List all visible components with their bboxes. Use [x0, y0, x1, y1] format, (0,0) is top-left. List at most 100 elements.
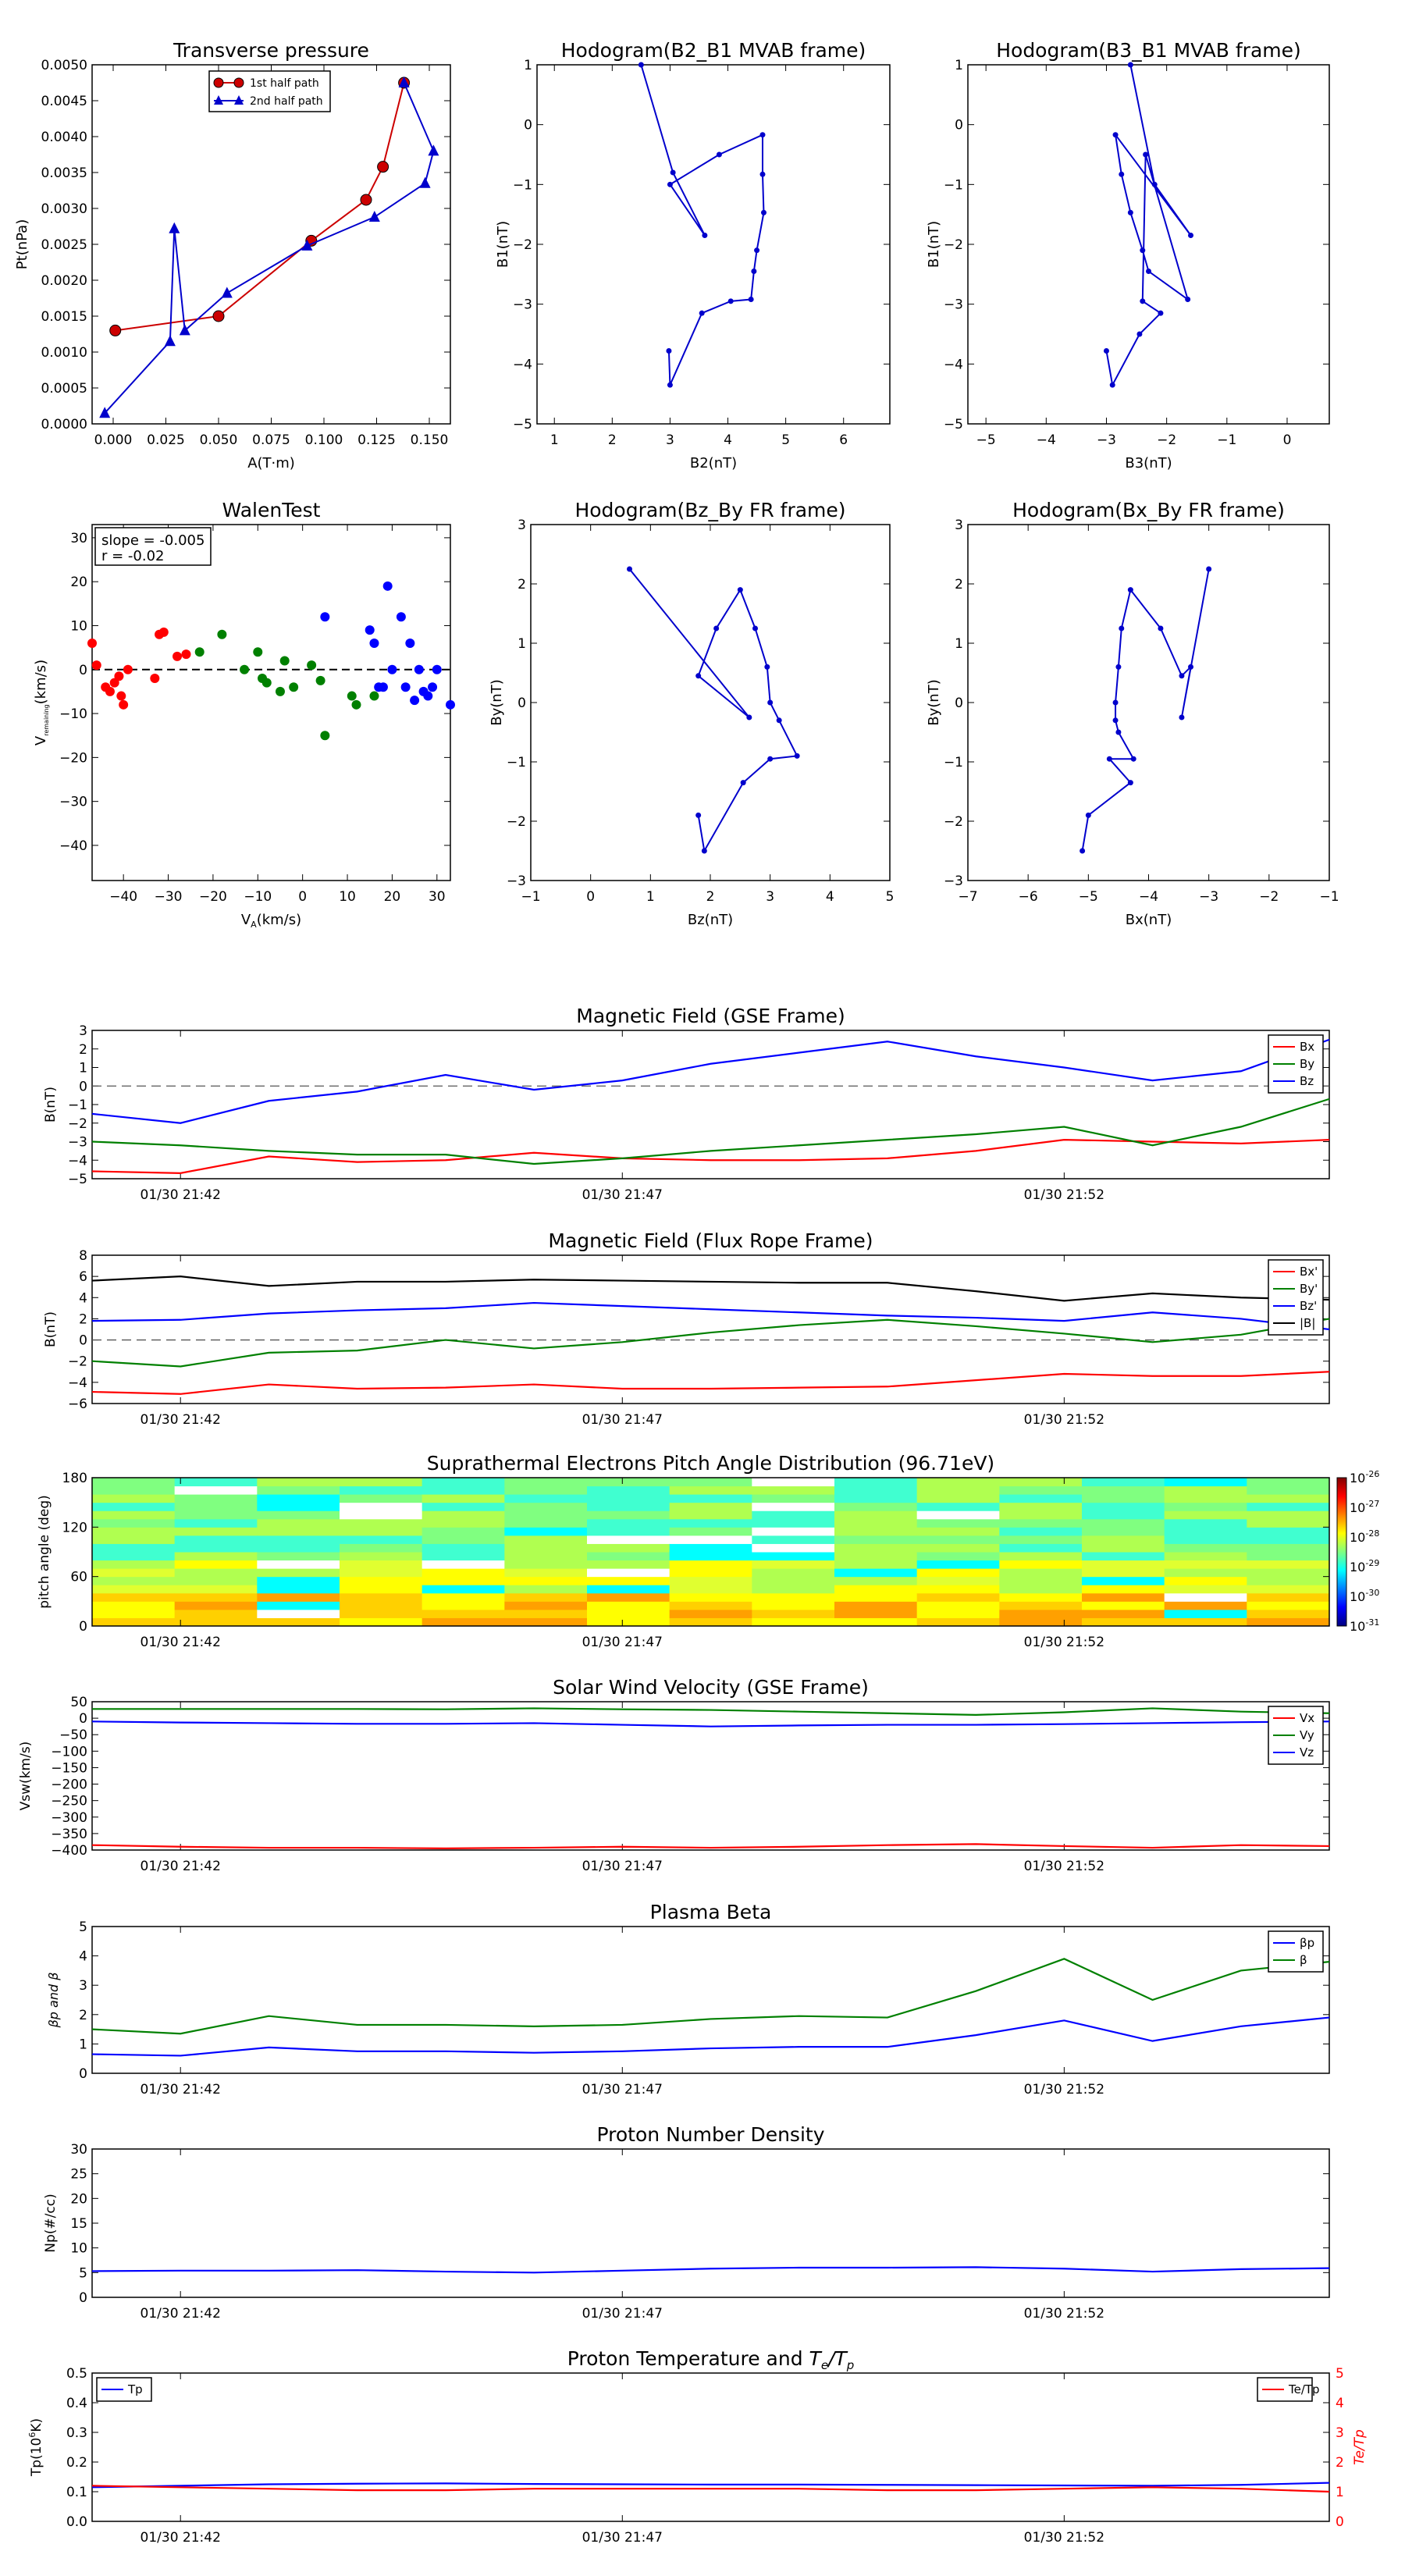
heatmap-cell [999, 1543, 1083, 1553]
x-tick-label: −40 [109, 889, 137, 905]
hodo_bzby-xlabel: Bz(nT) [688, 912, 733, 928]
data-marker-dot [1188, 233, 1194, 238]
heatmap-cell [422, 1617, 505, 1627]
b_fr-title: Magnetic Field (Flux Rope Frame) [548, 1229, 873, 1252]
x-tick-label: 01/30 21:42 [140, 2306, 221, 2322]
hodo_b3b1-title: Hodogram(B3_B1 MVAB frame) [996, 39, 1301, 62]
heatmap-cell [669, 1576, 752, 1585]
y-tick-label: −6 [68, 1397, 87, 1412]
heatmap-cell [587, 1560, 670, 1569]
data-marker-dot [1130, 756, 1136, 762]
data-marker-dot [702, 233, 708, 238]
heatmap-cell [834, 1609, 918, 1618]
x-tick-label: 1 [550, 432, 559, 448]
heatmap-cell [752, 1601, 835, 1610]
heatmap-cell [257, 1576, 340, 1585]
heatmap-cell [92, 1617, 176, 1627]
heatmap-cell [504, 1560, 588, 1569]
heatmap-cell [1164, 1560, 1247, 1569]
data-marker-dot [752, 625, 758, 632]
heatmap-cell [999, 1592, 1083, 1602]
heatmap-cell [834, 1527, 918, 1536]
y-tick-label: −1 [513, 177, 532, 193]
heatmap-cell [92, 1585, 176, 1594]
y-tick-label: −4 [513, 357, 532, 372]
heatmap-cell [669, 1592, 752, 1602]
y-tick-label: −5 [513, 417, 532, 432]
heatmap-cell [587, 1543, 670, 1553]
heatmap-cell [752, 1543, 835, 1553]
heatmap-cell [174, 1535, 258, 1544]
heatmap-cell [1164, 1543, 1247, 1553]
scatter-point [289, 682, 299, 692]
heatmap-cell [999, 1494, 1083, 1503]
scatter-point [378, 682, 388, 692]
heatmap-cell [422, 1518, 505, 1528]
beta-title: Plasma Beta [650, 1901, 772, 1923]
y-tick-label: −20 [59, 750, 87, 766]
heatmap-cell [669, 1601, 752, 1610]
heatmap-cell [752, 1535, 835, 1544]
scatter-point [173, 651, 183, 661]
heatmap-cell [834, 1560, 918, 1569]
heatmap-cell [1247, 1502, 1330, 1511]
transverse_pressure-frame [91, 64, 451, 425]
heatmap-cell [174, 1543, 258, 1553]
legend-label: |B| [1300, 1316, 1315, 1330]
legend-marker [214, 95, 223, 105]
y-tick-label: 0 [79, 1711, 87, 1727]
x-tick-label: −5 [976, 432, 996, 448]
y-tick-label: 3 [79, 1023, 87, 1039]
series-line-Bx' [91, 1371, 1330, 1395]
heatmap-cell [422, 1478, 505, 1487]
heatmap-cell [1164, 1527, 1247, 1536]
y-tick-label: 0.5 [66, 2366, 87, 2382]
heatmap-cell [174, 1601, 258, 1610]
heatmap-cell [92, 1485, 176, 1495]
y-tick-label: −2 [944, 237, 963, 253]
data-marker-dot [767, 699, 774, 706]
y-tick-label: 30 [70, 531, 87, 546]
heatmap-cell [587, 1568, 670, 1578]
data-marker-dot [1119, 625, 1125, 632]
heatmap-cell [257, 1617, 340, 1627]
heatmap-cell [340, 1502, 423, 1511]
y-tick-label: 50 [70, 1695, 87, 1710]
heatmap-cell [1247, 1494, 1330, 1503]
series-line-By [91, 1098, 1330, 1165]
scatter-point [275, 686, 285, 696]
series-line [1105, 64, 1192, 388]
heatmap-cell [257, 1585, 340, 1594]
colorbar [1336, 1477, 1347, 1627]
hodo_bxby-ylabel: By(nT) [926, 679, 942, 725]
scatter-point [119, 699, 129, 710]
heatmap-cell [422, 1568, 505, 1578]
heatmap-cell [1247, 1609, 1330, 1618]
heatmap-cell [1247, 1601, 1330, 1610]
heatmap-cell [504, 1485, 588, 1495]
heatmap-cell [1247, 1560, 1330, 1569]
series-line-βp [91, 2016, 1330, 2057]
heatmap-cell [752, 1527, 835, 1536]
scatter-point [414, 664, 424, 674]
heatmap-cell [916, 1543, 1000, 1553]
data-marker-dot [776, 717, 782, 724]
hodo_b2b1-xlabel: B2(nT) [690, 455, 737, 471]
heatmap-cell [587, 1576, 670, 1585]
scatter-point [446, 699, 455, 710]
x-tick-label: −3 [1199, 889, 1218, 905]
x-tick-label: 1 [646, 889, 655, 905]
scatter-point [365, 625, 375, 635]
vsw-title: Solar Wind Velocity (GSE Frame) [553, 1676, 869, 1699]
heatmap-cell [92, 1592, 176, 1602]
y-tick-label: −1 [68, 1098, 87, 1113]
y-tick-label: 0 [955, 118, 963, 133]
heatmap-cell [1082, 1535, 1165, 1544]
vsw-frame [91, 1701, 1330, 1851]
beta-ylabel: βp and β [46, 1973, 61, 2029]
heatmap-cell [92, 1494, 176, 1503]
scatter-point [387, 664, 397, 674]
heatmap-cell [174, 1592, 258, 1602]
heatmap-cell [1082, 1478, 1165, 1487]
heatmap-cell [1164, 1617, 1247, 1627]
